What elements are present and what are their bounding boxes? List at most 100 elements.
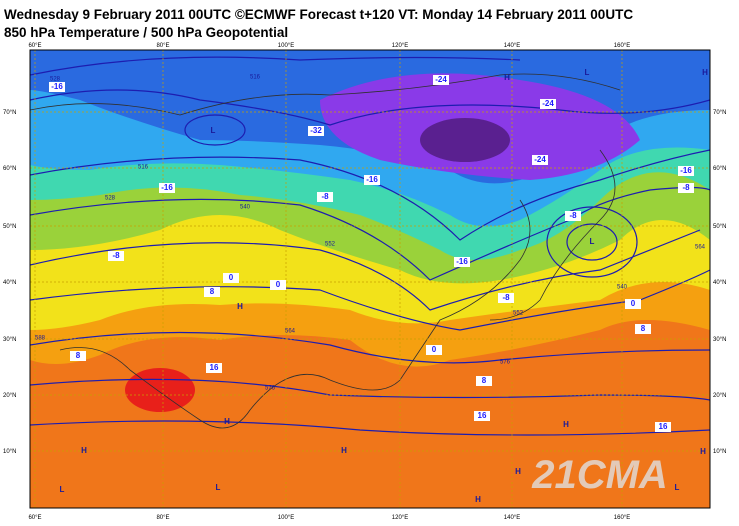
pressure-center: H <box>563 420 569 429</box>
label-box <box>655 422 671 432</box>
temperature-labels: -16 -24 -24 -32 -24 -16 -16 -8 -16 -8 -8 -8 -16 -8 0 8 0… <box>49 75 694 432</box>
geopotential-label: 528 <box>105 196 116 202</box>
longitude-label: 100°E <box>278 515 294 521</box>
temperature-label: -16 <box>366 175 378 184</box>
temperature-label: -24 <box>435 75 447 84</box>
title: Wednesday 9 February 2011 00UTC ©ECMWF F… <box>4 7 633 22</box>
label-box <box>678 166 694 176</box>
latitude-label: 10°N <box>3 449 16 455</box>
pressure-center: H <box>475 495 481 504</box>
label-box <box>108 251 124 261</box>
geopotential-label: 588 <box>35 336 46 342</box>
temperature-label: 0 <box>432 345 437 354</box>
pressure-center: H <box>81 446 87 455</box>
pressure-center: L <box>60 485 65 494</box>
graticule <box>30 50 710 508</box>
label-box <box>433 75 449 85</box>
latitude-label: 30°N <box>3 337 16 343</box>
pressure-center: L <box>590 237 595 246</box>
pressure-center: H <box>224 417 230 426</box>
temperature-label: -8 <box>682 183 690 192</box>
latitude-label: 60°N <box>3 166 16 172</box>
label-box <box>678 183 694 193</box>
latitude-label: 70°N <box>713 110 726 116</box>
pressure-centers: L H L H L H H H L H H H H H L L <box>60 68 709 504</box>
label-box <box>540 99 556 109</box>
longitude-label: 140°E <box>504 43 520 49</box>
geopotential-label: 564 <box>285 329 296 335</box>
longitude-label: 160°E <box>614 43 630 49</box>
pressure-center: H <box>504 73 510 82</box>
temperature-label: 0 <box>276 280 281 289</box>
temperature-label: 16 <box>478 411 487 420</box>
temperature-label: -16 <box>51 82 63 91</box>
latitude-label: 50°N <box>713 224 726 230</box>
latitude-label: 40°N <box>713 280 726 286</box>
latitude-label: 10°N <box>713 449 726 455</box>
temperature-label: -32 <box>310 126 322 135</box>
temperature-label: 0 <box>631 299 636 308</box>
label-box <box>206 363 222 373</box>
longitude-label: 100°E <box>278 43 294 49</box>
core-dark <box>420 118 510 162</box>
temperature-label: -8 <box>502 293 510 302</box>
temperature-label: -8 <box>112 251 120 260</box>
temperature-label: -8 <box>321 192 329 201</box>
temperature-label: -16 <box>456 257 468 266</box>
label-box <box>532 155 548 165</box>
latitude-label: 20°N <box>3 393 16 399</box>
longitude-labels: 60°E 60°E 80°E 80°E 100°E 100°E 120°E 120°E 140°… <box>28 43 630 521</box>
label-box <box>204 287 220 297</box>
coastlines <box>30 73 621 429</box>
temperature-label: 8 <box>482 376 487 385</box>
temperature-label: 0 <box>229 273 234 282</box>
label-box <box>159 183 175 193</box>
label-box <box>474 411 490 421</box>
geopotential-label: 516 <box>250 75 261 81</box>
label-box <box>308 126 324 136</box>
geopotential-label: 516 <box>138 165 149 171</box>
latitude-label: 40°N <box>3 280 16 286</box>
watermark: 21CMA <box>531 453 668 497</box>
temperature-label: -24 <box>534 155 546 164</box>
pressure-center: L <box>216 483 221 492</box>
longitude-label: 120°E <box>392 515 408 521</box>
temperature-label: 8 <box>641 324 646 333</box>
geopotential-labels: 528 516 516 528 540 552 564 576 588 540 552 564 576 <box>35 75 706 392</box>
latitude-labels: 70°N 70°N 60°N 60°N 50°N 50°N 40°N 40°N 30°N 30°N… <box>3 110 726 455</box>
latitude-label: 70°N <box>3 110 16 116</box>
longitude-label: 80°E <box>156 515 169 521</box>
label-box <box>364 175 380 185</box>
latitude-label: 30°N <box>713 337 726 343</box>
label-box <box>317 192 333 202</box>
temperature-label: -8 <box>569 211 577 220</box>
map: 21CMA <box>29 49 711 509</box>
label-box <box>635 324 651 334</box>
pressure-center: H <box>702 68 708 77</box>
latitude-label: 20°N <box>713 393 726 399</box>
label-box <box>476 376 492 386</box>
label-box <box>498 293 514 303</box>
label-box <box>223 273 239 283</box>
geopotential-contours <box>30 56 710 436</box>
pressure-center: L <box>585 68 590 77</box>
geopotential-label: 552 <box>325 242 336 248</box>
pressure-center: H <box>515 467 521 476</box>
longitude-label: 60°E <box>28 515 41 521</box>
geopotential-label: 528 <box>50 77 61 83</box>
label-box <box>565 211 581 221</box>
geopotential-label: 552 <box>513 311 524 317</box>
temperature-label: -16 <box>161 183 173 192</box>
longitude-label: 60°E <box>28 43 41 49</box>
geopotential-label: 540 <box>240 205 251 211</box>
pressure-center: L <box>211 126 216 135</box>
subtitle: 850 hPa Temperature / 500 hPa Geopotenti… <box>4 25 288 40</box>
longitude-label: 80°E <box>156 43 169 49</box>
geopotential-label: 540 <box>617 285 628 291</box>
geopotential-label: 576 <box>265 386 276 392</box>
temperature-label: 16 <box>210 363 219 372</box>
pressure-center: H <box>341 446 347 455</box>
label-box <box>270 280 286 290</box>
pressure-center: H <box>700 447 706 456</box>
